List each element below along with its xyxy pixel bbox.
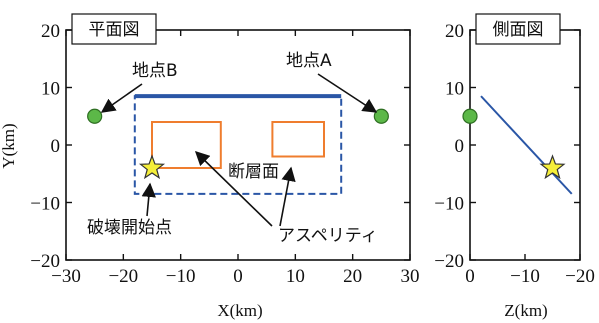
plan-x-tick-label: −30 xyxy=(51,266,81,287)
site-b-label: 地点B xyxy=(132,61,178,81)
plan-x-tick-label: 0 xyxy=(233,266,243,287)
plan-x-tick-label: 10 xyxy=(286,266,305,287)
plan-x-tick-label: −10 xyxy=(166,266,196,287)
side-view-marks: 0 −10 −20 −20 −10 0 10 20 xyxy=(434,21,595,287)
side-y-tick-label: 20 xyxy=(445,21,464,42)
plan-x-axis-title: X(km) xyxy=(217,301,262,320)
plan-title: 平面図 xyxy=(89,20,140,40)
fault-plane-label: 断層面 xyxy=(228,162,279,182)
side-x-tick-label: −20 xyxy=(565,266,595,287)
plan-y-tick-label: 10 xyxy=(41,79,60,100)
asperity-label: アスペリティ xyxy=(278,226,378,246)
side-axes-frame xyxy=(469,29,581,261)
side-x-tick-label: 0 xyxy=(465,266,475,287)
asperity-arrow-left xyxy=(194,150,273,227)
site-a-arrow xyxy=(317,73,378,113)
asperity-rect-2 xyxy=(271,121,325,158)
side-y-tick-label: −20 xyxy=(434,251,464,272)
site-b-arrow xyxy=(100,83,143,113)
plan-x-tick-label: −20 xyxy=(108,266,138,287)
plan-y-tick-label: 20 xyxy=(41,21,60,42)
plan-title-box xyxy=(71,13,157,45)
plan-site-marker xyxy=(373,108,389,124)
plan-rupture-start-star xyxy=(138,154,166,180)
side-rupture-start-star xyxy=(539,154,566,180)
side-title-box xyxy=(475,13,561,45)
plan-y-axis-title: Y(km) xyxy=(0,123,18,168)
plan-y-tick-label: −20 xyxy=(30,251,60,272)
side-fault-line xyxy=(480,95,573,195)
plan-x-tick-label: 20 xyxy=(343,266,362,287)
plan-y-tick-label: 0 xyxy=(51,136,61,157)
side-y-tick-label: 0 xyxy=(455,136,465,157)
side-title: 側面図 xyxy=(493,20,544,40)
asperity-arrow-right xyxy=(279,166,296,227)
side-y-tick-label: −10 xyxy=(434,194,464,215)
site-a-label: 地点A xyxy=(286,51,332,71)
side-site-marker xyxy=(462,108,478,124)
rupture-start-label: 破壊開始点 xyxy=(87,218,172,238)
plan-y-tick-label: −10 xyxy=(30,194,60,215)
side-x-axis-title: Z(km) xyxy=(504,301,547,320)
plan-site-marker xyxy=(87,108,103,124)
plan-x-tick-label: 30 xyxy=(401,266,420,287)
rupture-start-arrow xyxy=(141,182,156,217)
side-x-tick-label: −10 xyxy=(510,266,540,287)
side-y-tick-label: 10 xyxy=(445,79,464,100)
asperity-rect-1 xyxy=(151,121,222,169)
side-view-panel: 0 −10 −20 −20 −10 0 10 20 側面図 Z(km) xyxy=(434,13,595,320)
